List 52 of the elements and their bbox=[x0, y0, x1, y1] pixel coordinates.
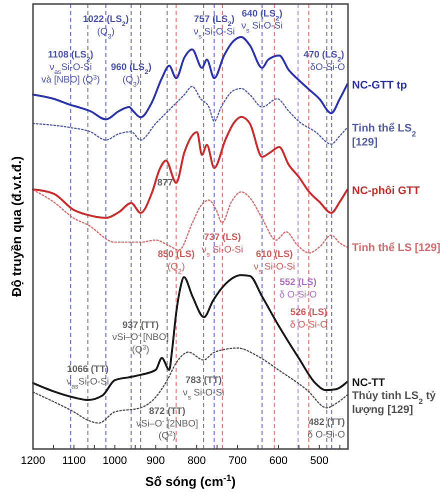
annotation: 757 (LS$_{2}$) bbox=[194, 14, 235, 28]
annotation: 1066 (TT) bbox=[66, 364, 109, 375]
x-tick-label: 600 bbox=[269, 455, 288, 467]
series-label: NC-GTT tp bbox=[352, 79, 408, 92]
annotation: (Q$_{2}$) bbox=[167, 261, 185, 275]
annotation: δO-Si-O bbox=[310, 62, 345, 73]
annotation: 850 (LS) bbox=[158, 248, 195, 260]
annotation: ν$_{s}$ Si-O-Si bbox=[254, 261, 296, 275]
annotation: νSi–O$^{-}$ [NBO] bbox=[112, 332, 169, 344]
annotation: ν$_{as}$Si-O-Si bbox=[49, 62, 92, 76]
annotation: 737 (LS) bbox=[204, 232, 241, 244]
annotation: (Q$_{3}$) bbox=[122, 74, 140, 88]
annotation: 610 (LS) bbox=[256, 248, 293, 260]
annotation: (Q$^{2}$) bbox=[158, 430, 176, 442]
annotation: và [NBO] (Q$^{3}$) bbox=[41, 74, 100, 86]
annotation: 872 (TT) bbox=[148, 406, 186, 417]
series-label: NC-phôi GTT bbox=[352, 184, 420, 197]
series-label: Thủy tinh LS$_{2}$ tỷ lượng [129] bbox=[352, 390, 437, 416]
annotation: ν$_{s}$ Si-O-Si bbox=[182, 387, 224, 401]
annotation: δ O-Si-O bbox=[279, 289, 317, 300]
annotation: 960 (LS$_{2}$) bbox=[110, 62, 152, 76]
x-tick-label: 700 bbox=[228, 455, 247, 467]
series-label: Tinh thể LS [129] bbox=[352, 242, 441, 254]
x-tick-label: 1100 bbox=[62, 455, 86, 467]
text: Tinh thể LS$_{2}$ [129] bbox=[352, 122, 416, 149]
annotation: ν$_{s}$ Si-O-Si bbox=[202, 244, 244, 258]
annotation: ν$_{as}$Si-O-Si bbox=[66, 376, 110, 390]
x-axis-title: Số sóng (cm$^{-1}$) bbox=[145, 473, 236, 489]
x-tick-label: 900 bbox=[146, 455, 165, 467]
x-tick-label: 500 bbox=[310, 455, 329, 467]
annotation: 470 (LS$_{2}$) bbox=[304, 50, 344, 64]
annotation: 552 (LS) bbox=[280, 277, 317, 288]
x-tick-label: 1200 bbox=[20, 455, 46, 467]
y-axis-title: Độ truyền qua (đ.v.t.đ.) bbox=[9, 156, 24, 297]
x-tick-label: 1000 bbox=[102, 455, 128, 467]
annotation: ν$_{s}$ Si-O-Si bbox=[194, 26, 235, 40]
annotation: ν$_{s}$ Si-O-Si bbox=[241, 20, 283, 34]
annotation: (Q$^{3}$) bbox=[132, 344, 150, 356]
annotation: 640 (LS$_{2}$) bbox=[242, 8, 282, 22]
annotation: νSi–O$^{-}$ [2NBO] bbox=[136, 418, 198, 430]
annotation: 783 (TT) bbox=[185, 375, 222, 386]
annotation: δ O-Si-O bbox=[290, 319, 328, 330]
annotation: 1108 (LS$_{2}$) bbox=[48, 50, 94, 64]
x-tick-label: 800 bbox=[187, 455, 206, 467]
annotation: 482 (TT) bbox=[308, 417, 345, 428]
annotation: (Q$_{3}$) bbox=[97, 26, 115, 40]
annotation: 877 bbox=[157, 177, 174, 188]
annotation: 526 (LS) bbox=[290, 307, 328, 318]
series-label: NC-TT bbox=[352, 376, 386, 389]
annotation: δ O-Si-O bbox=[308, 429, 345, 440]
annotation: 937 (TT) bbox=[122, 320, 159, 331]
annotation: 1022 (LS$_{2}$) bbox=[82, 14, 129, 28]
